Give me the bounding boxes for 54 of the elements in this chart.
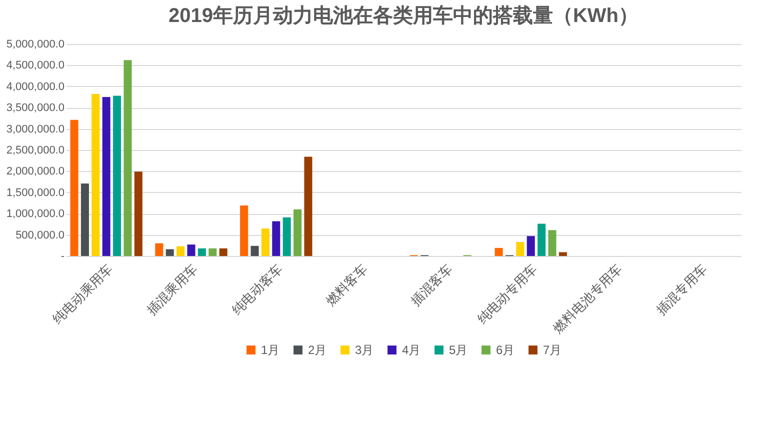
bar: [176, 246, 185, 256]
bar: [198, 248, 206, 256]
bar: [516, 242, 524, 256]
legend-label: 1月: [261, 343, 280, 357]
y-tick-label: 1,000,000.0: [6, 208, 64, 220]
legend-label: 3月: [355, 343, 374, 357]
bar: [548, 230, 556, 256]
y-tick-label: 4,500,000.0: [6, 60, 64, 72]
chart-title: 2019年历月动力电池在各类用车中的搭载量（KWh）: [168, 4, 639, 27]
bar: [92, 94, 100, 256]
y-tick-label: 5,000,000.0: [6, 38, 64, 50]
bar: [134, 172, 142, 256]
bar: [208, 248, 217, 256]
bar: [282, 217, 291, 256]
bar: [250, 246, 259, 256]
x-tick-label: 插混乘用车: [144, 261, 200, 318]
bar: [70, 120, 78, 256]
bar: [240, 206, 248, 256]
bar: [261, 228, 270, 256]
bar: [538, 224, 546, 256]
legend-label: 4月: [402, 343, 421, 357]
y-tick-label: 3,000,000.0: [6, 123, 64, 136]
legend-label: 6月: [496, 343, 515, 357]
x-tick-label: 燃料电池专用车: [550, 261, 625, 336]
bar: [294, 209, 302, 256]
bar: [219, 248, 228, 256]
bar: [304, 156, 312, 256]
bar: [155, 243, 164, 256]
bar: [113, 96, 122, 256]
y-tick-label: 500,000.0: [16, 229, 64, 242]
x-tick-label: 插混客车: [408, 261, 456, 308]
legend-label: 7月: [543, 343, 562, 357]
bar: [558, 252, 567, 256]
legend-label: 2月: [308, 343, 327, 357]
x-tick-label: 纯电动乘用车: [50, 261, 116, 327]
y-tick-label: 4,000,000.0: [6, 80, 64, 93]
y-tick-label: -: [60, 250, 65, 262]
y-tick-label: 1,500,000.0: [6, 186, 64, 199]
bar: [187, 244, 196, 256]
y-tick-label: 2,000,000.0: [6, 166, 64, 178]
legend-label: 5月: [449, 343, 468, 357]
bar: [494, 248, 503, 256]
x-tick-label: 插混专用车: [653, 261, 710, 318]
x-tick-label: 燃料客车: [322, 261, 370, 308]
bar: [80, 183, 89, 256]
bar: [102, 97, 110, 256]
bar: [526, 236, 535, 256]
x-tick-label: 纯电动专用车: [474, 261, 540, 327]
x-tick-label: 纯电动客车: [228, 261, 286, 318]
y-tick-label: 2,500,000.0: [6, 144, 64, 156]
bar: [272, 221, 280, 256]
y-tick-label: 3,500,000.0: [6, 102, 64, 114]
bar: [166, 249, 174, 256]
bar: [124, 60, 132, 256]
